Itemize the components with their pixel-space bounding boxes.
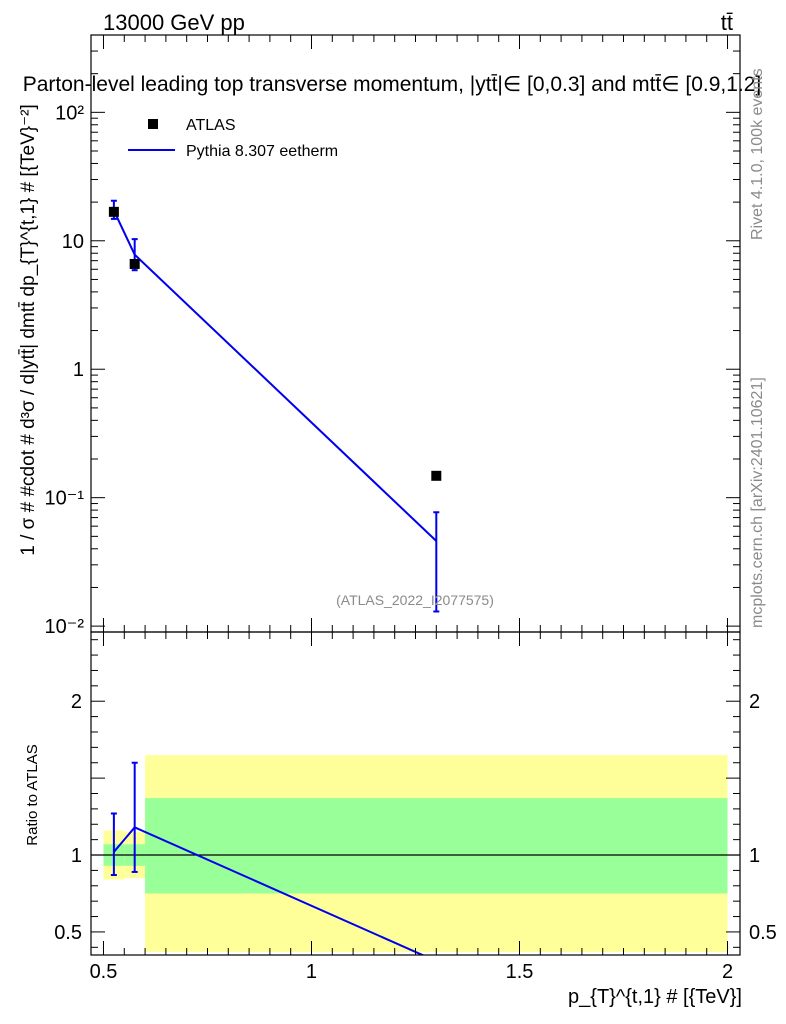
atlas-data-point — [129, 258, 140, 269]
pythia-line — [112, 210, 437, 542]
stat-uncertainty-band — [145, 798, 728, 894]
x-axis-label: p_{T}^{t,1} # [{TeV}] — [568, 986, 742, 1008]
ratio-y-tick-label-right: 1 — [749, 845, 760, 867]
legend-atlas-label: ATLAS — [186, 117, 236, 134]
ratio-y-axis-label: Ratio to ATLAS — [24, 744, 41, 845]
ratio-series-layer — [91, 761, 740, 955]
legend-pythia-label: Pythia 8.307 eetherm — [186, 143, 338, 160]
mcplots-label: mcplots.cern.ch [arXiv:2401.10621] — [749, 377, 766, 628]
ratio-panel: 2 2 1 1 0.5 0.5 0.5 1 1.5 2 — [54, 631, 777, 983]
legend-atlas-marker — [148, 119, 158, 129]
x-tick-label: 1 — [306, 961, 317, 983]
main-y-tick-label: 1 — [73, 359, 84, 381]
energy-label: 13000 GeV pp — [103, 10, 245, 35]
ratio-y-tick-label-right: 0.5 — [749, 922, 777, 944]
atlas-data-point — [431, 470, 442, 481]
x-tick-label: 1.5 — [506, 961, 534, 983]
ratio-y-tick-label-left: 2 — [71, 691, 82, 713]
main-y-tick-label: 10 — [62, 231, 84, 253]
plot-title: Parton-level leading top transverse mome… — [23, 73, 762, 96]
main-y-tick-label: 10² — [55, 102, 84, 124]
x-tick-label: 2 — [722, 961, 733, 983]
main-y-tick-label: 10⁻² — [45, 616, 85, 638]
ratio-y-tick-label-right: 2 — [749, 691, 760, 713]
main-series-layer — [108, 199, 442, 613]
main-y-tick-label: 10⁻¹ — [45, 488, 85, 510]
atlas-data-point — [108, 206, 119, 217]
x-tick-label: 0.5 — [90, 961, 118, 983]
legend: ATLAS Pythia 8.307 eetherm — [128, 117, 338, 160]
ratio-y-tick-label-left: 0.5 — [54, 922, 82, 944]
ratio-bands-layer — [103, 755, 728, 952]
ratio-y-tick-label-left: 1 — [71, 845, 82, 867]
main-y-axis-label: 1 / σ # #cdot # d³σ / d|ytt̄| dmtt̄ dp_{… — [18, 104, 39, 556]
analysis-watermark: (ATLAS_2022_I2077575) — [336, 592, 494, 608]
process-label: tt̄ — [721, 10, 733, 35]
rivet-label: Rivet 4.1.0, 100k events — [749, 68, 766, 240]
